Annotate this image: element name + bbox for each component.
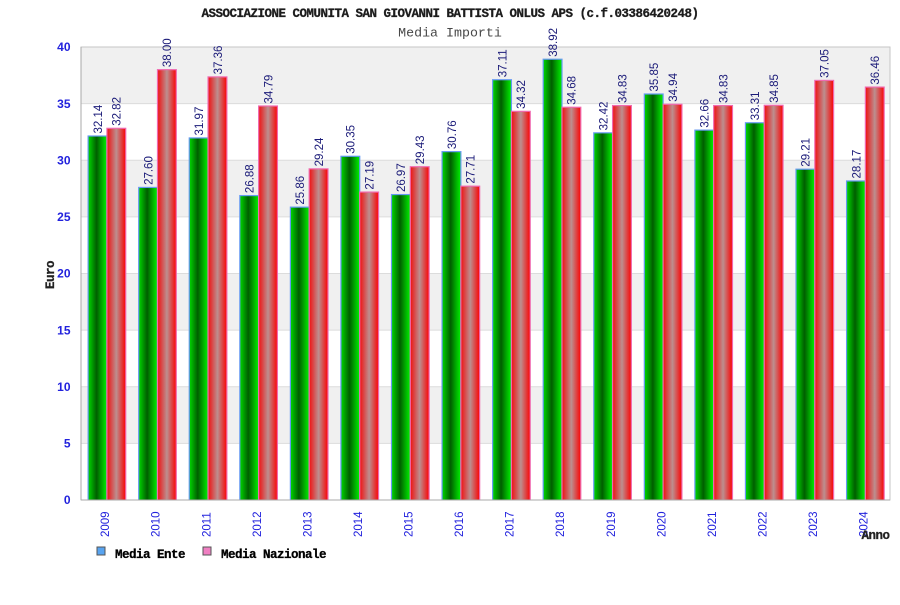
svg-text:28.17: 28.17 bbox=[851, 150, 863, 179]
svg-text:37.11: 37.11 bbox=[497, 49, 509, 77]
svg-text:2009: 2009 bbox=[100, 511, 112, 537]
svg-text:ASSOCIAZIONE COMUNITA SAN GIOV: ASSOCIAZIONE COMUNITA SAN GIOVANNI BATTI… bbox=[201, 7, 698, 21]
svg-text:34.83: 34.83 bbox=[617, 74, 629, 103]
svg-text:2024: 2024 bbox=[859, 511, 871, 537]
svg-text:34.85: 34.85 bbox=[769, 74, 781, 103]
svg-text:2015: 2015 bbox=[404, 511, 416, 537]
svg-text:32.82: 32.82 bbox=[112, 97, 124, 126]
svg-text:Media Nazionale: Media Nazionale bbox=[221, 548, 326, 562]
svg-text:25.86: 25.86 bbox=[295, 176, 307, 205]
svg-text:35.85: 35.85 bbox=[649, 63, 661, 92]
svg-text:37.36: 37.36 bbox=[213, 46, 225, 75]
svg-text:34.83: 34.83 bbox=[718, 74, 730, 103]
svg-text:31.97: 31.97 bbox=[194, 107, 206, 136]
svg-text:33.31: 33.31 bbox=[750, 91, 762, 120]
svg-text:15: 15 bbox=[57, 323, 71, 337]
svg-text:36.46: 36.46 bbox=[870, 56, 882, 85]
svg-text:29.21: 29.21 bbox=[801, 138, 813, 167]
svg-text:37.05: 37.05 bbox=[820, 49, 832, 78]
svg-text:2018: 2018 bbox=[555, 511, 567, 537]
svg-text:38.00: 38.00 bbox=[162, 38, 174, 67]
svg-text:2016: 2016 bbox=[454, 511, 466, 537]
svg-text:30.76: 30.76 bbox=[447, 120, 459, 149]
svg-text:2017: 2017 bbox=[505, 511, 517, 537]
svg-text:Anno: Anno bbox=[862, 529, 890, 543]
svg-text:2022: 2022 bbox=[757, 511, 769, 537]
svg-text:29.43: 29.43 bbox=[415, 135, 427, 164]
svg-text:35: 35 bbox=[57, 97, 71, 111]
svg-text:27.60: 27.60 bbox=[143, 156, 155, 185]
svg-text:5: 5 bbox=[64, 437, 71, 451]
svg-text:38.92: 38.92 bbox=[548, 28, 560, 57]
svg-text:32.66: 32.66 bbox=[700, 99, 712, 128]
svg-text:32.14: 32.14 bbox=[93, 104, 105, 133]
svg-text:34.79: 34.79 bbox=[263, 75, 275, 104]
svg-text:34.94: 34.94 bbox=[668, 72, 680, 101]
svg-text:26.97: 26.97 bbox=[396, 163, 408, 192]
svg-text:2020: 2020 bbox=[656, 511, 668, 537]
svg-text:Media Importi: Media Importi bbox=[398, 26, 502, 41]
svg-text:2023: 2023 bbox=[808, 511, 820, 537]
svg-text:26.88: 26.88 bbox=[245, 164, 257, 193]
svg-text:2021: 2021 bbox=[707, 511, 719, 537]
svg-text:2011: 2011 bbox=[201, 512, 213, 537]
svg-text:30: 30 bbox=[57, 153, 71, 167]
svg-text:29.24: 29.24 bbox=[314, 137, 326, 166]
svg-text:2010: 2010 bbox=[151, 511, 163, 537]
svg-text:25: 25 bbox=[57, 210, 71, 224]
svg-text:40: 40 bbox=[57, 40, 71, 54]
svg-text:2014: 2014 bbox=[353, 511, 365, 537]
svg-text:27.71: 27.71 bbox=[466, 155, 478, 184]
svg-text:Media Ente: Media Ente bbox=[115, 548, 185, 562]
svg-text:34.68: 34.68 bbox=[567, 76, 579, 105]
svg-text:34.32: 34.32 bbox=[516, 80, 528, 109]
svg-text:20: 20 bbox=[57, 267, 71, 281]
svg-text:0: 0 bbox=[64, 493, 71, 507]
svg-text:2019: 2019 bbox=[606, 511, 618, 537]
svg-text:2012: 2012 bbox=[252, 511, 264, 537]
svg-text:Euro: Euro bbox=[44, 261, 58, 289]
svg-text:10: 10 bbox=[57, 380, 71, 394]
svg-text:30.35: 30.35 bbox=[346, 125, 358, 154]
svg-text:27.19: 27.19 bbox=[364, 161, 376, 190]
svg-text:32.42: 32.42 bbox=[598, 102, 610, 131]
svg-text:2013: 2013 bbox=[302, 511, 314, 537]
